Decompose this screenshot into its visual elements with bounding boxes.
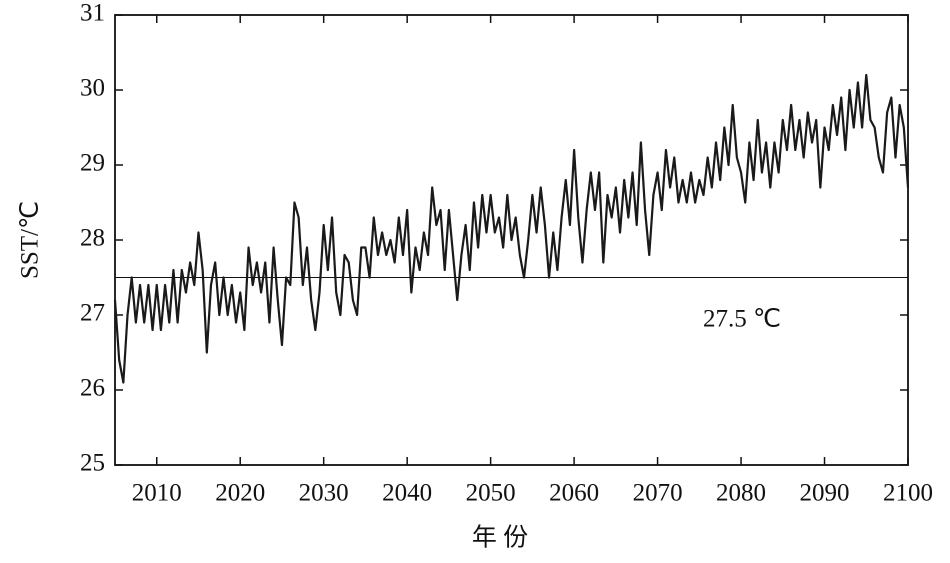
x-axis-label: 年 份	[472, 524, 528, 552]
x-tick-label: 2080	[716, 480, 766, 507]
y-tick-label: 31	[80, 0, 105, 27]
y-tick-label: 27	[80, 300, 105, 327]
x-tick-label: 2060	[549, 480, 599, 507]
sst-line	[113, 73, 910, 384]
x-tick-label: 2050	[466, 480, 516, 507]
y-tick-label: 26	[80, 375, 105, 402]
y-axis-label: SST/℃	[17, 201, 44, 279]
reference-label: 27.5 ℃	[703, 306, 781, 333]
x-tick-label: 2010	[132, 480, 182, 507]
x-tick-label: 2030	[299, 480, 349, 507]
x-tick-label: 2040	[382, 480, 432, 507]
y-tick-label: 30	[80, 75, 105, 102]
x-tick-label: 2100	[883, 480, 933, 507]
x-tick-label: 2090	[800, 480, 850, 507]
y-tick-label: 28	[80, 225, 105, 252]
y-tick-label: 25	[80, 450, 105, 477]
x-tick-label: 2070	[633, 480, 683, 507]
y-tick-label: 29	[80, 150, 105, 177]
x-tick-label: 2020	[215, 480, 265, 507]
